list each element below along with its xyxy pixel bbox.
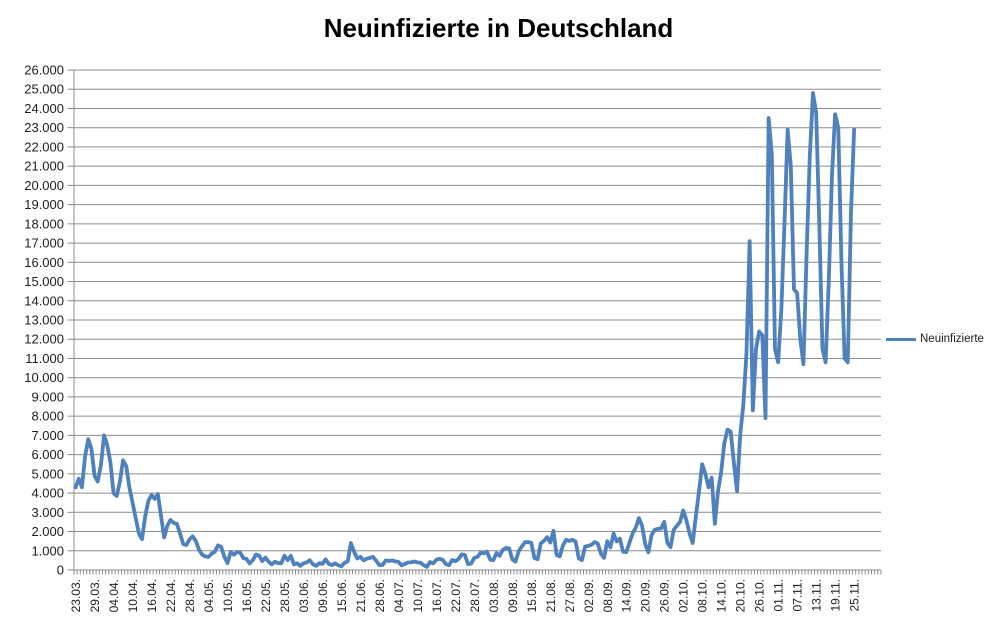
x-axis-label: 02.10. xyxy=(677,579,691,612)
x-axis-label: 21.06. xyxy=(354,579,368,612)
x-axis-label: 20.09. xyxy=(639,579,653,612)
y-axis-label: 14.000 xyxy=(24,293,64,308)
y-axis-label: 15.000 xyxy=(24,274,64,289)
x-axis-label: 22.05. xyxy=(259,579,273,612)
x-axis-label: 04.05. xyxy=(202,579,216,612)
x-axis-label: 16.05. xyxy=(240,579,254,612)
y-axis-label: 21.000 xyxy=(24,159,64,174)
y-axis-label: 9.000 xyxy=(31,389,64,404)
x-axis-label: 15.08. xyxy=(525,579,539,612)
x-axis-label: 03.08. xyxy=(487,579,501,612)
y-axis-label: 22.000 xyxy=(24,139,64,154)
x-axis-label: 27.08. xyxy=(563,579,577,612)
x-axis-label: 01.11. xyxy=(772,579,786,611)
y-axis-label: 10.000 xyxy=(24,370,64,385)
x-axis-label: 10.07. xyxy=(411,579,425,612)
x-axis-label: 02.09. xyxy=(582,579,596,612)
y-axis-label: 26.000 xyxy=(24,63,64,78)
x-axis-label: 22.07. xyxy=(449,579,463,612)
x-axis-label: 04.04. xyxy=(107,579,121,612)
y-axis-label: 16.000 xyxy=(24,255,64,270)
y-axis-label: 18.000 xyxy=(24,216,64,231)
x-axis-label: 28.06. xyxy=(373,579,387,612)
x-axis-label: 28.05. xyxy=(278,579,292,612)
x-axis-label: 03.06. xyxy=(297,579,311,612)
legend: Neuinfizierte xyxy=(886,333,984,345)
y-axis-label: 23.000 xyxy=(24,120,64,135)
x-axis-label: 22.04. xyxy=(164,579,178,612)
x-axis-label: 26.09. xyxy=(658,579,672,612)
x-axis-label: 16.07. xyxy=(430,579,444,612)
x-axis-label: 14.10. xyxy=(715,579,729,612)
y-axis-label: 7.000 xyxy=(31,428,64,443)
x-axis-label: 19.11. xyxy=(829,579,843,611)
y-axis-label: 3.000 xyxy=(31,505,64,520)
y-axis-label: 12.000 xyxy=(24,332,64,347)
y-axis-label: 8.000 xyxy=(31,409,64,424)
x-axis-label: 28.07. xyxy=(468,579,482,612)
x-axis-label: 25.11. xyxy=(848,579,862,611)
x-axis-label: 13.11. xyxy=(810,579,824,611)
chart-title: Neuinfizierte in Deutschland xyxy=(323,13,674,43)
y-axis-label: 25.000 xyxy=(24,82,64,97)
x-axis-label: 14.09. xyxy=(620,579,634,612)
x-axis-label: 04.07. xyxy=(392,579,406,612)
y-axis-label: 1.000 xyxy=(31,543,64,558)
x-axis-label: 29.03. xyxy=(88,579,102,612)
y-axis-label: 13.000 xyxy=(24,313,64,328)
x-axis-label: 21.08. xyxy=(544,579,558,612)
series-line-neuinfizierte xyxy=(73,91,856,569)
y-axis-label: 0 xyxy=(57,563,64,578)
x-axis-label: 08.09. xyxy=(601,579,615,612)
legend-series-label: Neuinfizierte xyxy=(920,333,984,345)
y-axis-label: 2.000 xyxy=(31,524,64,539)
y-axis-label: 5.000 xyxy=(31,466,64,481)
y-axis-label: 17.000 xyxy=(24,236,64,251)
x-axis-label: 23.03. xyxy=(69,579,83,612)
x-axis-label: 10.05. xyxy=(221,579,235,612)
y-axis-label: 20.000 xyxy=(24,178,64,193)
x-axis-label: 09.06. xyxy=(316,579,330,612)
x-axis-label: 28.04. xyxy=(183,579,197,612)
legend-line-sample xyxy=(886,337,916,341)
y-axis-label: 24.000 xyxy=(24,101,64,116)
x-axis-label: 26.10. xyxy=(753,579,767,612)
x-axis-label: 07.11. xyxy=(791,579,805,611)
y-axis-label: 19.000 xyxy=(24,197,64,212)
x-axis-label: 08.10. xyxy=(696,579,710,612)
x-axis-label: 20.10. xyxy=(734,579,748,612)
y-axis-label: 4.000 xyxy=(31,486,64,501)
y-axis-label: 11.000 xyxy=(25,351,64,366)
y-axis-label: 6.000 xyxy=(31,447,64,462)
x-axis-label: 09.08. xyxy=(506,579,520,612)
x-axis-label: 10.04. xyxy=(126,579,140,612)
x-axis-label: 16.04. xyxy=(145,579,159,612)
x-axis-label: 15.06. xyxy=(335,579,349,612)
